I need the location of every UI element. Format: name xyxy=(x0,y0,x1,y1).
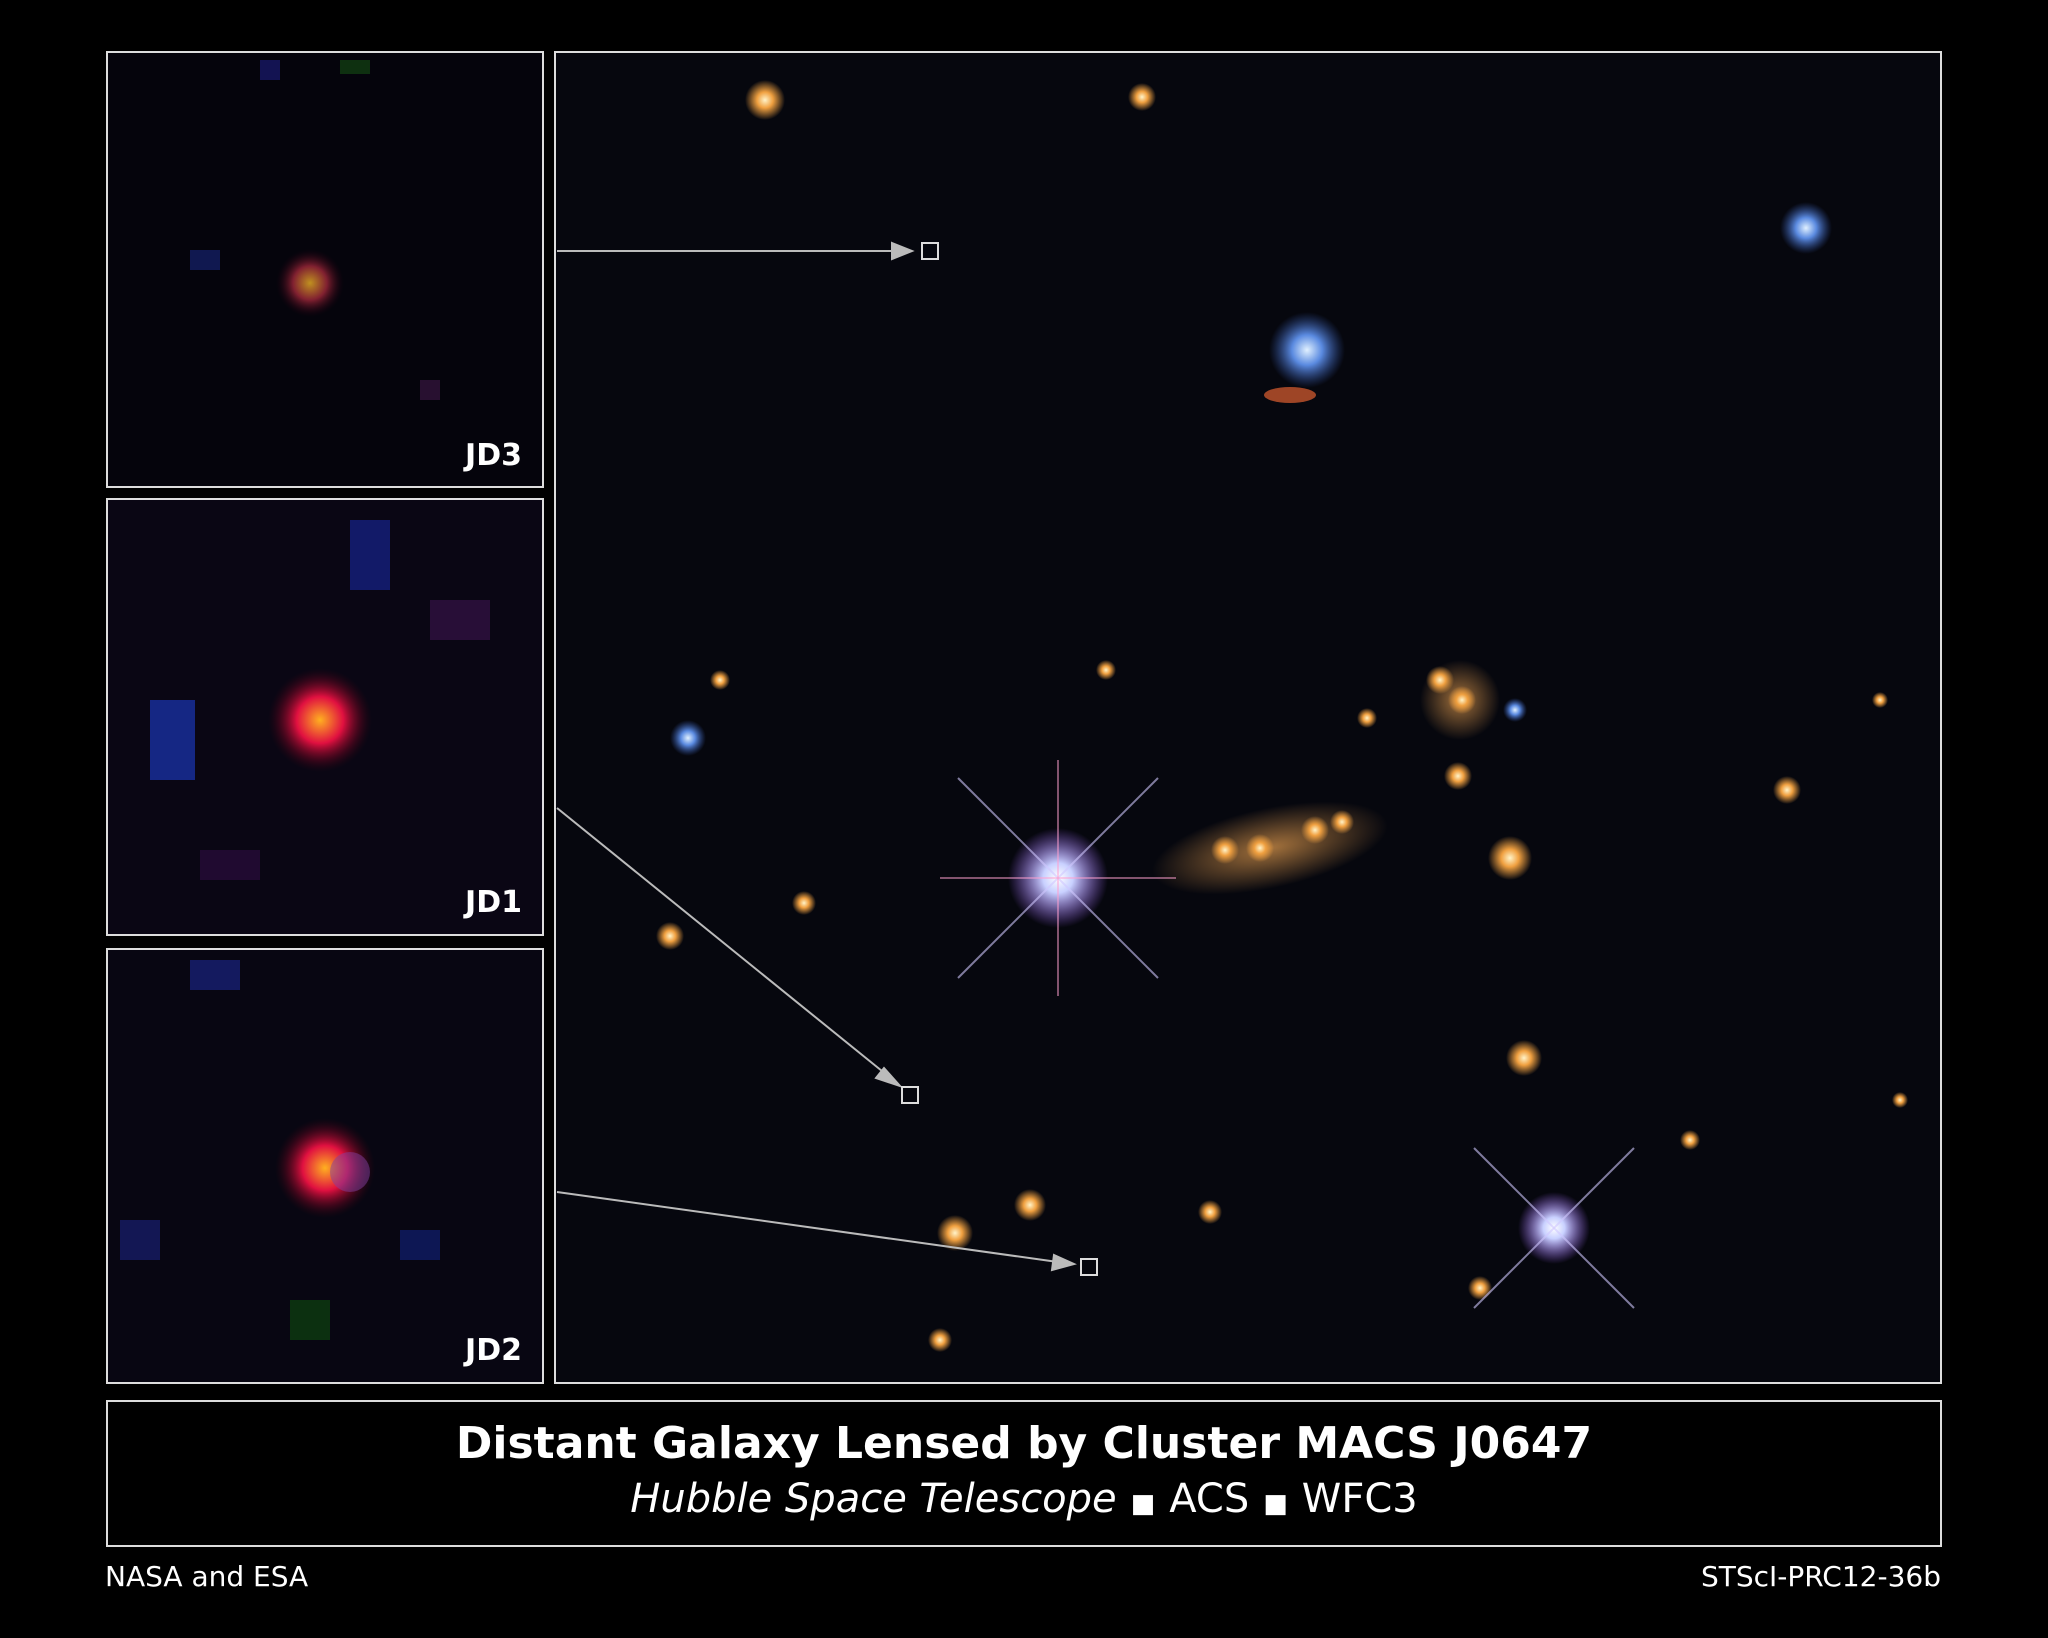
instrument: WFC3 xyxy=(1302,1476,1418,1522)
instrument: ACS xyxy=(1169,1476,1249,1522)
zoom-panel: JD1 xyxy=(106,498,544,936)
galaxy-source xyxy=(268,668,372,772)
telescope: Hubble Space Telescope xyxy=(630,1476,1116,1522)
panel-label: JD3 xyxy=(463,438,522,473)
panel-label: JD2 xyxy=(463,1333,522,1368)
galaxy-source xyxy=(275,1118,375,1218)
separator: ■ xyxy=(1131,1489,1156,1519)
zoom-panel: JD3 xyxy=(106,51,544,488)
separator: ■ xyxy=(1263,1489,1288,1519)
release-id: STScI-PRC12-36b xyxy=(1701,1560,1941,1593)
zoom-panel: JD2 xyxy=(106,948,544,1384)
pointer-arrow xyxy=(556,1191,1098,1276)
caption: Distant Galaxy Lensed by Cluster MACS J0… xyxy=(106,1400,1942,1547)
cluster-image xyxy=(554,51,1942,1384)
caption-subtitle: Hubble Space Telescope ■ ACS ■ WFC3 xyxy=(630,1476,1417,1522)
pointer-arrow xyxy=(557,241,939,261)
caption-title: Distant Galaxy Lensed by Cluster MACS J0… xyxy=(456,1418,1592,1469)
bright-star xyxy=(940,760,1176,996)
panel-label: JD1 xyxy=(463,885,522,920)
pointer-arrow xyxy=(556,807,919,1104)
bright-star xyxy=(1473,1147,1635,1309)
galaxy-source xyxy=(276,249,344,317)
credit: NASA and ESA xyxy=(105,1560,308,1593)
